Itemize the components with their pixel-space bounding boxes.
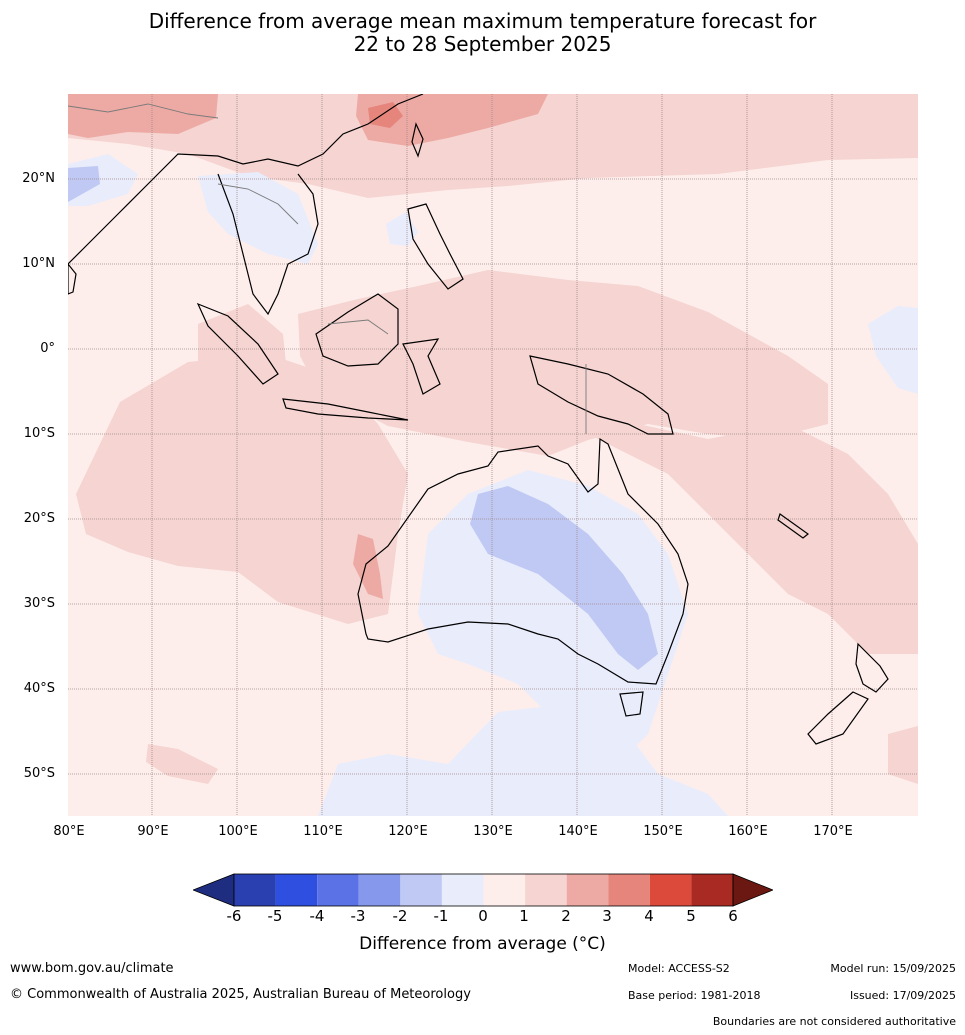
coast-borneo	[315, 293, 399, 367]
colorbar-tick-0: 0	[478, 907, 488, 925]
hot-spot-china	[368, 102, 403, 128]
lon-label-170e: 170°E	[813, 824, 853, 839]
coast-asia-mainland	[68, 94, 424, 265]
title-line-2: 22 to 28 September 2025	[353, 32, 612, 56]
country-borders	[68, 103, 587, 434]
colorbar-frame	[233, 873, 734, 907]
colorbar-swatch--4-to--3	[317, 874, 359, 906]
lon-label-80e: 80°E	[53, 824, 85, 839]
lat-label-10s: 10°S	[23, 426, 55, 441]
colorbar-tick-minus-5: -5	[267, 907, 283, 925]
footer-disclaimer: Boundaries are not considered authoritat…	[712, 1015, 956, 1028]
footer-website: www.bom.gov.au/climate	[10, 961, 174, 976]
title-line-1: Difference from average mean maximum tem…	[148, 9, 817, 33]
lon-label-110e: 110°E	[303, 824, 343, 839]
lat-label-50s: 50°S	[23, 766, 55, 781]
warm-region-indonesia-west	[198, 304, 288, 414]
cool-region-east-pacific	[868, 306, 918, 394]
forecast-map	[68, 94, 918, 816]
coast-java	[282, 398, 409, 421]
lon-label-130e: 130°E	[473, 824, 513, 839]
lat-label-equator: 0°	[40, 341, 55, 356]
colorbar-swatch-4-to-5	[649, 874, 692, 906]
coast-taiwan	[411, 122, 424, 158]
colorbar-swatch-below-minus-6	[193, 873, 235, 907]
cool-region-west-indian-ocean	[68, 166, 100, 202]
cool-region-central-australia	[470, 486, 658, 670]
lon-label-140e: 140°E	[558, 824, 598, 839]
coast-sumatra	[196, 302, 279, 385]
warm-region-indian-ocean	[76, 354, 408, 624]
lat-label-20n: 20°N	[22, 171, 55, 186]
lat-label-10n: 10°N	[22, 256, 55, 271]
lat-label-20s: 20°S	[23, 511, 55, 526]
footer-copyright: © Commonwealth of Australia 2025, Austra…	[10, 987, 471, 1002]
lat-label-30s: 30°S	[23, 596, 55, 611]
colorbar-tick-minus-2: -2	[392, 907, 408, 925]
colorbar-tick-3: 3	[602, 907, 612, 925]
coast-new-guinea	[529, 355, 674, 435]
warm-region-china-coast	[356, 94, 548, 146]
coast-philippines	[407, 203, 464, 290]
coast-sulawesi	[402, 338, 441, 395]
footer-issued: Issued: 17/09/2025	[849, 989, 956, 1002]
cool-region-southern-ocean	[318, 704, 728, 816]
colorbar-tick-minus-4: -4	[309, 907, 325, 925]
colorbar-tick-6: 6	[728, 907, 738, 925]
coast-new-caledonia	[777, 513, 809, 539]
colorbar-swatch--3-to--2	[358, 874, 401, 906]
lon-label-120e: 120°E	[388, 824, 428, 839]
warm-region-northwest	[68, 94, 218, 138]
colorbar-tick-4: 4	[644, 907, 654, 925]
colorbar-tick-5: 5	[686, 907, 696, 925]
coast-tasmania	[619, 691, 644, 717]
lon-label-100e: 100°E	[218, 824, 258, 839]
footer-model: Model: ACCESS-S2	[628, 962, 730, 975]
colorbar-tick-1: 1	[519, 907, 529, 925]
colorbar-swatch-2-to-3	[566, 874, 609, 906]
colorbar-swatch--2-to--1	[400, 874, 442, 906]
colorbar	[193, 873, 773, 907]
colorbar-tick-minus-3: -3	[350, 907, 366, 925]
lon-label-90e: 90°E	[137, 824, 169, 839]
coast-indochina	[217, 173, 319, 316]
lon-label-160e: 160°E	[728, 824, 768, 839]
coastlines	[68, 94, 889, 745]
graticule	[68, 94, 918, 816]
colorbar-label: Difference from average (°C)	[359, 934, 606, 954]
colorbar-swatch--5-to--4	[275, 874, 318, 906]
colorbar-swatch--6-to--5	[234, 874, 276, 906]
colorbar-swatch-above-6	[732, 873, 773, 907]
warm-region-east-australia	[588, 424, 918, 654]
warm-region-west-australia	[353, 534, 383, 599]
lat-label-40s: 40°S	[23, 681, 55, 696]
colorbar-swatch-5-to-6	[691, 874, 733, 906]
colorbar-swatch-1-to-2	[525, 874, 567, 906]
footer-base-period: Base period: 1981-2018	[628, 989, 761, 1002]
colorbar-swatch-3-to-4	[608, 874, 650, 906]
colorbar-tick-minus-1: -1	[433, 907, 449, 925]
colorbar-tick-2: 2	[561, 907, 571, 925]
cool-region-indochina	[198, 172, 318, 264]
coast-new-zealand-north	[855, 642, 889, 693]
lon-label-150e: 150°E	[643, 824, 683, 839]
chart-title: Difference from average mean maximum tem…	[0, 10, 965, 56]
warm-region-north-pacific	[68, 94, 918, 198]
colorbar-swatch--1-to-0	[441, 874, 484, 906]
footer-model-run: Model run: 15/09/2025	[830, 962, 956, 975]
coast-australia	[357, 437, 689, 685]
colorbar-swatch-0-to-1	[483, 874, 526, 906]
coast-sri-lanka	[68, 263, 77, 295]
colorbar-tick-minus-6: -6	[226, 907, 242, 925]
warm-region-southeast-patch	[888, 726, 918, 784]
coast-new-zealand-south	[807, 691, 869, 745]
